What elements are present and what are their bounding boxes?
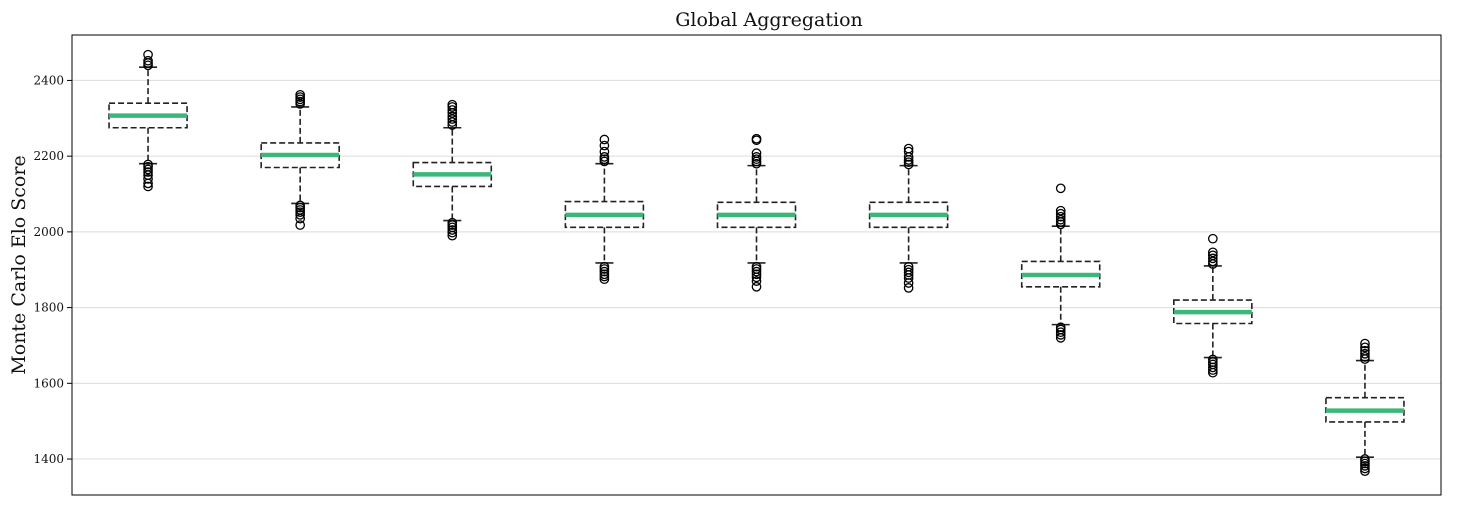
outlier-point	[903, 143, 914, 154]
outlier-point	[751, 281, 762, 292]
y-tick-label: 1400	[33, 452, 64, 466]
outlier-point	[295, 89, 306, 100]
outlier-point	[447, 111, 458, 122]
outlier-point	[751, 269, 762, 280]
outlier-point	[1207, 354, 1218, 365]
outlier-point	[903, 261, 914, 272]
outlier-point	[599, 134, 610, 145]
outlier-point	[1360, 466, 1370, 476]
outlier-point	[599, 274, 610, 285]
box-group	[260, 89, 340, 230]
outlier-point	[599, 266, 610, 277]
outlier-point	[751, 276, 762, 286]
outlier-point	[903, 267, 914, 278]
outlier-point	[143, 159, 153, 170]
outlier-point	[751, 152, 762, 162]
box-group	[1020, 183, 1101, 343]
box-group	[1173, 233, 1253, 378]
outlier-point	[143, 167, 153, 177]
outlier-point	[1360, 348, 1370, 359]
outlier-point	[1055, 214, 1066, 225]
box-group	[412, 99, 493, 241]
y-tick-label: 2000	[33, 225, 64, 239]
outlier-point	[1055, 327, 1066, 338]
y-tick-label: 1600	[33, 376, 64, 390]
box-group	[564, 134, 645, 285]
plot-frame	[71, 34, 1442, 496]
outlier-point	[599, 146, 610, 157]
box-group	[108, 49, 188, 192]
chart-title: Global Aggregation	[675, 9, 863, 31]
outlier-point	[295, 200, 306, 211]
outlier-point	[143, 49, 153, 60]
outlier-point	[1055, 330, 1066, 340]
outlier-point	[1207, 256, 1218, 267]
outlier-point	[903, 283, 914, 293]
outlier-point	[447, 114, 458, 124]
y-tick-label: 1800	[33, 301, 64, 315]
outlier-point	[447, 227, 458, 238]
outlier-point	[447, 117, 458, 127]
boxes	[108, 49, 1405, 476]
outlier-point	[143, 55, 153, 66]
outlier-point	[751, 133, 762, 144]
box-group	[716, 133, 797, 292]
outlier-point	[903, 278, 914, 288]
outlier-point	[1360, 351, 1370, 362]
outlier-point	[599, 261, 610, 272]
box-group	[868, 143, 949, 293]
outlier-point	[1360, 338, 1370, 349]
outlier-point	[447, 105, 458, 115]
outlier-point	[599, 269, 610, 280]
outlier-point	[295, 220, 306, 230]
outlier-point	[447, 217, 458, 228]
y-axis-ticks: 1400 1600 1800 2000 2200 2400	[33, 73, 72, 466]
outlier-point	[1207, 233, 1218, 244]
outlier-point	[447, 225, 458, 235]
outlier-point	[903, 146, 914, 157]
outlier-point	[1360, 345, 1370, 356]
y-tick-label: 2200	[33, 149, 64, 163]
outlier-point	[903, 264, 914, 275]
y-tick-label: 2400	[33, 73, 64, 87]
outlier-point	[1207, 357, 1218, 367]
outlier-point	[751, 148, 762, 158]
outlier-point	[143, 164, 153, 175]
outlier-point	[1360, 454, 1370, 464]
outlier-point	[1360, 463, 1370, 474]
outlier-point	[1360, 342, 1370, 353]
outlier-point	[1055, 208, 1066, 219]
outlier-point	[1055, 183, 1066, 194]
y-axis-label: Monte Carlo Elo Score	[8, 155, 30, 374]
outlier-point	[751, 266, 762, 277]
outlier-point	[1055, 322, 1066, 333]
outlier-point	[1207, 253, 1218, 264]
outlier-point	[295, 209, 306, 220]
outlier-point	[1055, 205, 1066, 216]
outlier-point	[1207, 247, 1218, 258]
outlier-point	[1207, 250, 1218, 261]
outlier-point	[599, 152, 610, 162]
outlier-point	[143, 181, 153, 192]
outlier-point	[1055, 211, 1066, 222]
outlier-point	[447, 99, 458, 110]
box-group	[1325, 338, 1405, 476]
outlier-point	[143, 174, 153, 184]
outlier-point	[751, 261, 762, 272]
outlier-point	[599, 140, 610, 151]
